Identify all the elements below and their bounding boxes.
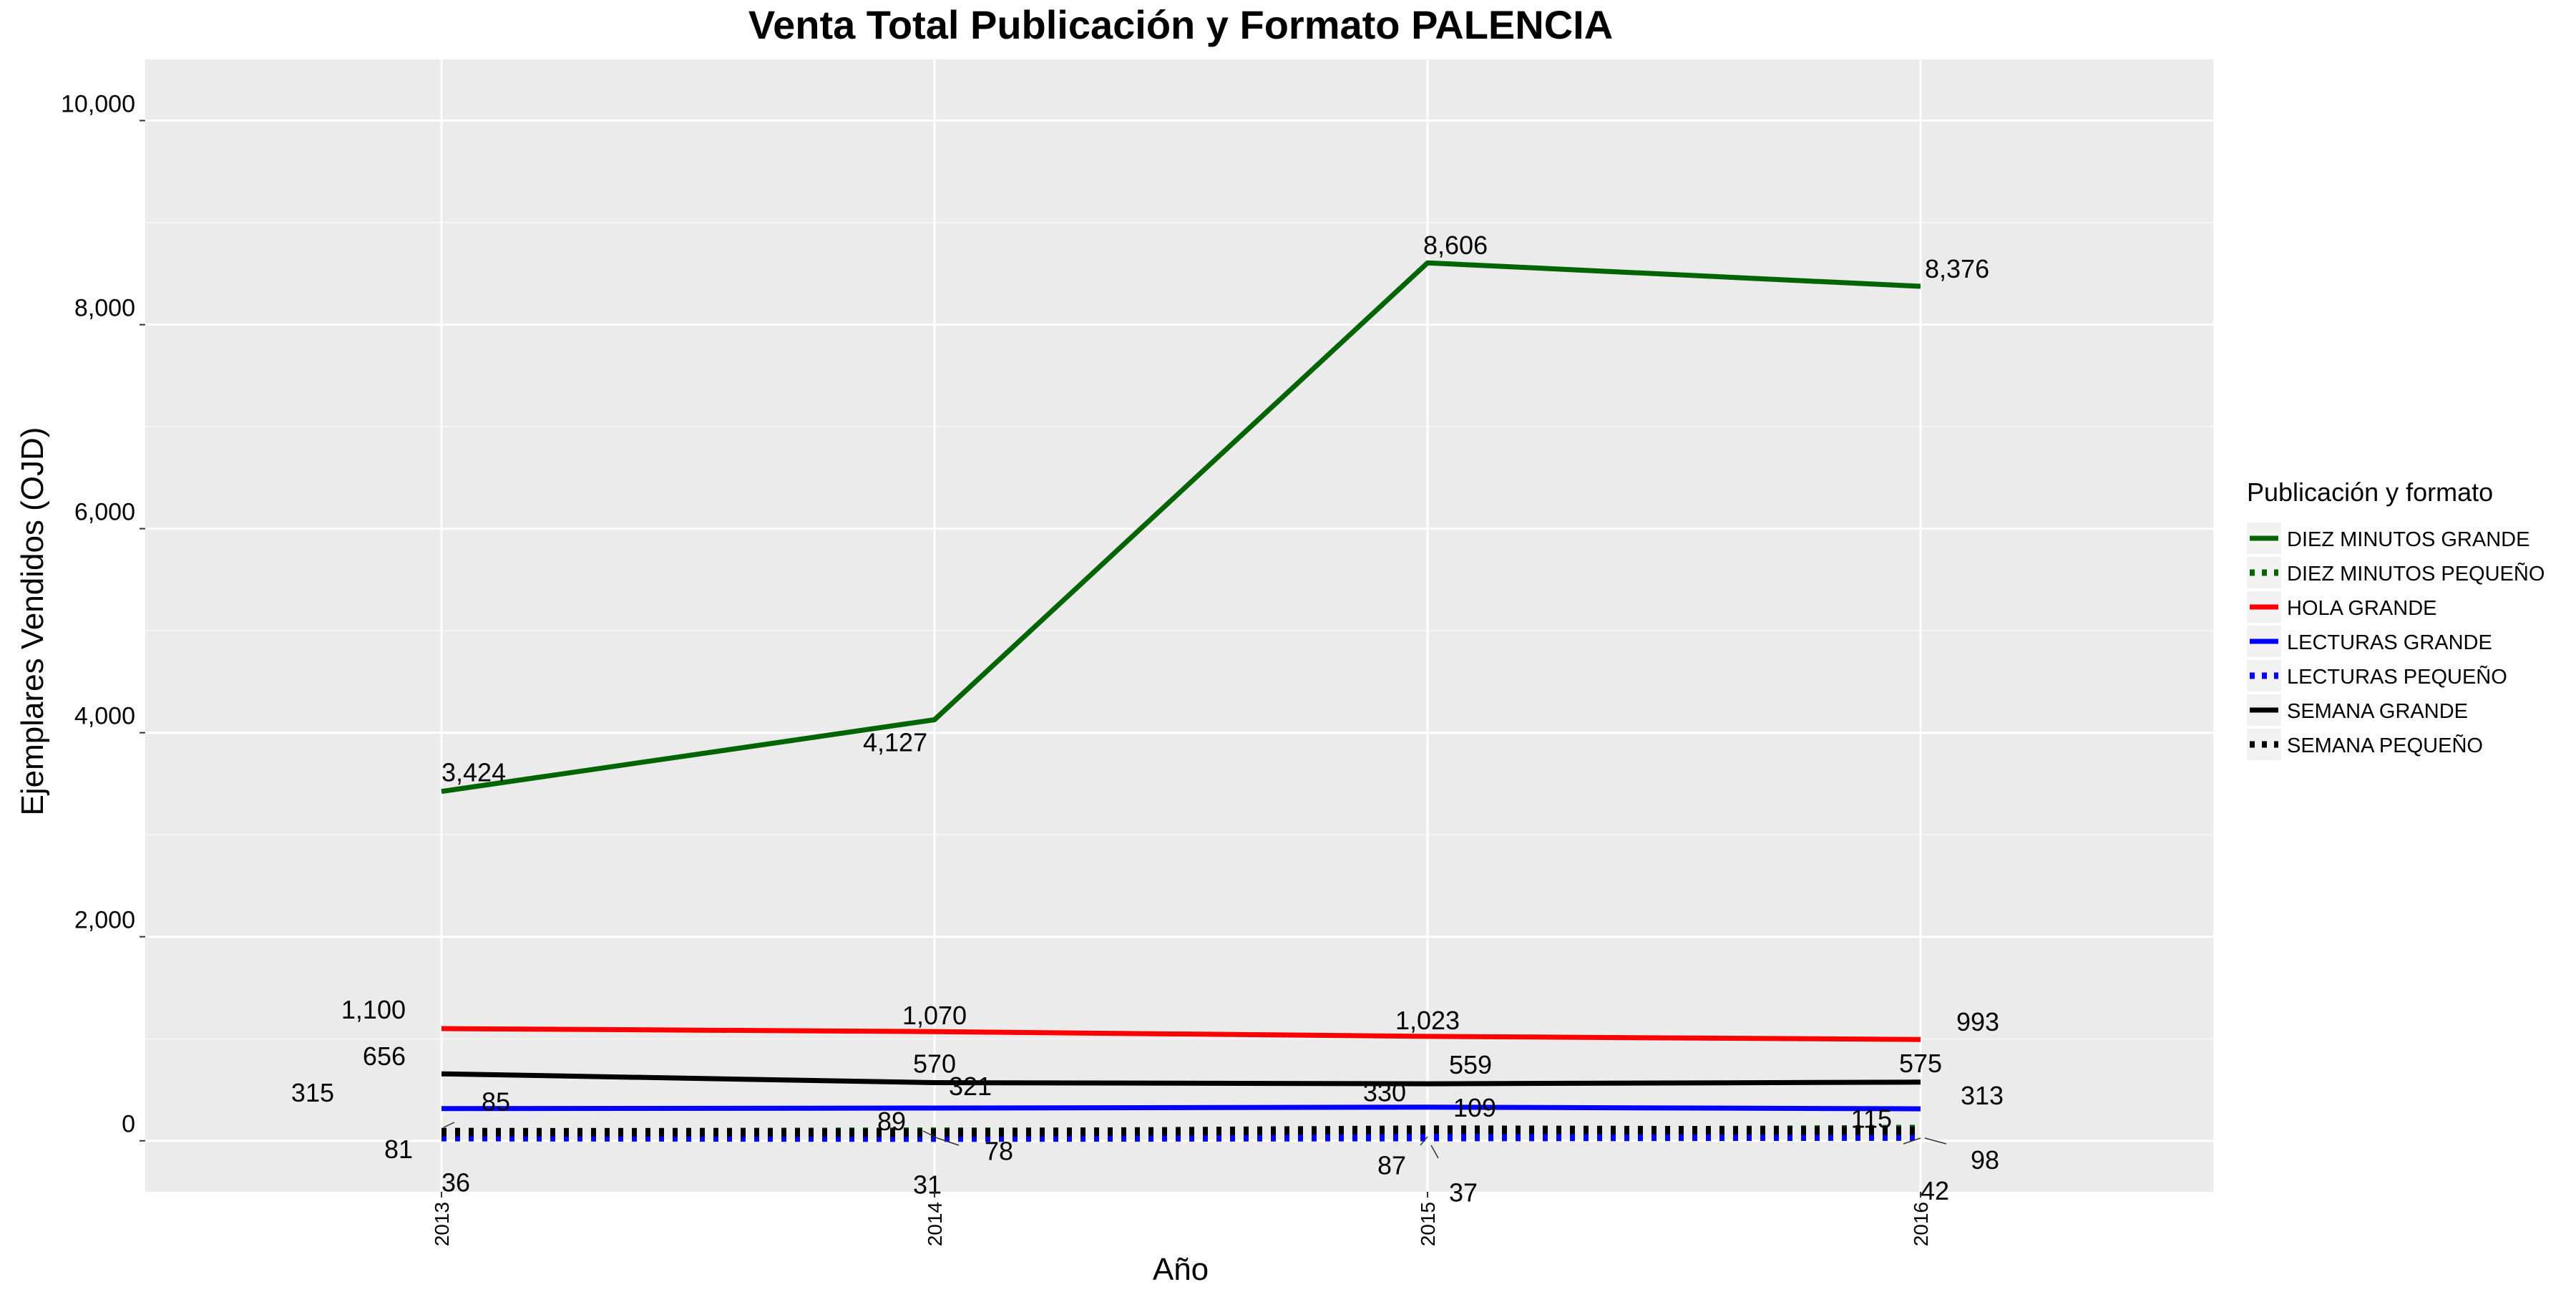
plot-panel: [145, 59, 2213, 1192]
plot-background: [145, 59, 2213, 1192]
data-label-diez-minutos-grande: 8,606: [1423, 230, 1488, 260]
legend-label-diez-minutos-grande: DIEZ MINUTOS GRANDE: [2287, 528, 2529, 551]
chart-title: Venta Total Publicación y Formato PALENC…: [748, 2, 1613, 47]
y-tick-label: 10,000: [61, 91, 135, 118]
data-label-lecturas-grande: 321: [949, 1072, 992, 1101]
x-tick-label: 2015: [1417, 1202, 1439, 1246]
data-label-diez-minutos-pequeno: 89: [877, 1107, 906, 1136]
data-label-lecturas-pequeno: 42: [1921, 1176, 1949, 1205]
data-label-lecturas-grande: 330: [1363, 1078, 1406, 1107]
x-tick-label: 2014: [924, 1202, 946, 1246]
data-labels: 3,424 4,127 8,606 8,376 81 89 87 115 1,100 1,070 1…: [291, 230, 2004, 1207]
x-axis-title: Año: [1153, 1252, 1209, 1287]
series-line-lecturas-pequeno: [441, 1132, 1921, 1142]
data-label-lecturas-grande: 313: [1961, 1081, 2004, 1110]
label-leader: [1420, 1136, 1428, 1146]
x-tick-label: 2013: [431, 1202, 453, 1246]
label-leader: [1924, 1137, 1947, 1145]
data-label-semana-grande: 570: [913, 1049, 956, 1079]
data-label-hola-grande: 1,100: [341, 995, 406, 1024]
axes: 0 2,000 4,000 6,000 8,000 10,000 2013 2014 2015 2…: [61, 91, 1932, 1247]
series-line-hola-grande: [441, 1026, 1921, 1042]
series-line-diez-minutos-grande: [441, 260, 1921, 795]
series-line-semana-grande: [441, 1071, 1921, 1087]
legend: Publicación y formato DIEZ MINUTOS GRANDE…: [2247, 477, 2545, 760]
y-tick-label: 6,000: [74, 499, 135, 526]
legend-label-semana-grande: SEMANA GRANDE: [2287, 700, 2468, 723]
data-label-lecturas-pequeno: 36: [441, 1168, 470, 1198]
legend-label-semana-pequeno: SEMANA PEQUEÑO: [2287, 733, 2483, 757]
label-leader: [1430, 1145, 1439, 1159]
data-label-semana-pequeno: 85: [482, 1087, 510, 1117]
legend-label-diez-minutos-pequeno: DIEZ MINUTOS PEQUEÑO: [2287, 561, 2545, 586]
data-label-diez-minutos-grande: 3,424: [441, 758, 506, 787]
data-label-semana-pequeno: 109: [1453, 1093, 1496, 1122]
y-tick-label: 4,000: [74, 703, 135, 730]
data-label-hola-grande: 1,023: [1395, 1006, 1460, 1035]
data-label-diez-minutos-pequeno: 81: [384, 1135, 413, 1164]
data-label-diez-minutos-pequeno: 115: [1851, 1104, 1892, 1133]
data-label-semana-grande: 575: [1899, 1049, 1942, 1078]
y-axis-title: Ejemplares Vendidos (OJD): [15, 427, 50, 816]
label-leader: [443, 1122, 455, 1128]
y-tick-label: 8,000: [74, 295, 135, 322]
legend-label-hola-grande: HOLA GRANDE: [2287, 597, 2437, 620]
data-label-diez-minutos-grande: 8,376: [1925, 254, 1989, 283]
legend-label-lecturas-pequeno: LECTURAS PEQUEÑO: [2287, 664, 2507, 689]
series-line-semana-pequeno: [441, 1125, 1921, 1137]
data-label-lecturas-pequeno: 37: [1449, 1177, 1478, 1207]
label-leader: [937, 1137, 960, 1146]
y-tick-label: 2,000: [74, 907, 135, 934]
series-layer: [441, 260, 1921, 1142]
y-tick-label: 0: [122, 1111, 135, 1138]
data-label-lecturas-grande: 315: [291, 1078, 334, 1107]
legend-label-lecturas-grande: LECTURAS GRANDE: [2287, 631, 2492, 654]
legend-title: Publicación y formato: [2247, 477, 2493, 507]
data-label-hola-grande: 993: [1956, 1007, 1999, 1036]
data-label-semana-grande: 559: [1449, 1050, 1492, 1079]
data-label-lecturas-pequeno: 31: [913, 1170, 942, 1199]
data-label-hola-grande: 1,070: [902, 1001, 967, 1030]
label-leader: [1903, 1137, 1921, 1145]
data-label-diez-minutos-grande: 4,127: [863, 728, 927, 757]
data-label-semana-pequeno: 78: [985, 1137, 1013, 1166]
x-tick-label: 2016: [1910, 1202, 1932, 1246]
data-label-semana-pequeno: 98: [1971, 1145, 1999, 1175]
data-label-semana-grande: 656: [363, 1041, 406, 1071]
label-leader: [922, 1130, 938, 1139]
data-label-diez-minutos-pequeno: 87: [1377, 1150, 1406, 1180]
series-line-lecturas-grande: [441, 1104, 1921, 1112]
